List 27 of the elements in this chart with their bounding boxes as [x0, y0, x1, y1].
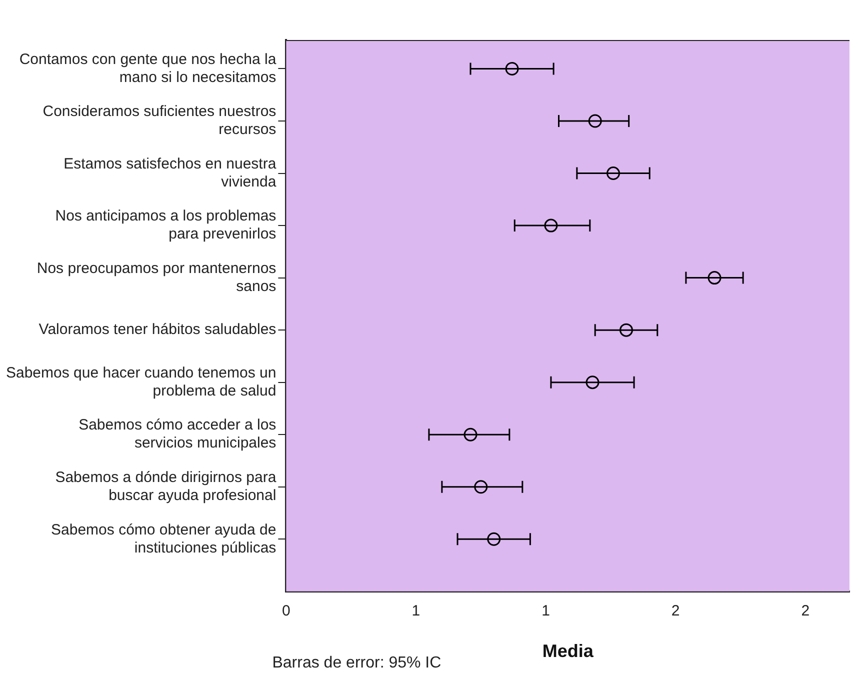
y-tick-label: Sabemos cómo acceder a los servicios municipales: [78, 416, 276, 452]
y-tick-label: Valoramos tener hábitos saludables: [38, 321, 276, 338]
point: [487, 532, 501, 546]
y-tick-label: Sabemos a dónde dirigirnos para buscar ayuda profesional: [55, 469, 277, 504]
y-tick-label: Contamos con gente que nos hecha la mano si lo necesitamos: [19, 50, 277, 86]
point: [505, 62, 519, 76]
y-tick-label: Consideramos suficientes nuestros recursos: [42, 103, 276, 138]
x-axis-title: Media: [542, 641, 594, 662]
point: [474, 480, 488, 494]
point: [588, 114, 602, 128]
x-tick-label: 2: [671, 602, 680, 620]
y-tick-label: Nos anticipamos a los problemas para prevenirlos: [55, 208, 276, 243]
point: [586, 376, 600, 390]
x-tick-label: 1: [412, 602, 420, 620]
point: [708, 271, 722, 285]
text: Barras de error: 95% IC: [272, 654, 442, 672]
y-tick-label: Estamos satisfechos en nuestra vivienda: [64, 155, 277, 190]
x-tick-label: 0: [282, 602, 290, 620]
y-tick-label: Sabemos cómo obtener ayuda de instituciones públicas: [51, 521, 276, 556]
y-tick-label: Nos preocupamos por mantenernos sanos: [36, 260, 276, 295]
point: [620, 323, 633, 337]
point: [606, 166, 620, 180]
point: [464, 428, 478, 442]
x-tick-label: 2: [801, 602, 810, 620]
x-tick-label: 1: [542, 602, 550, 620]
y-tick-label: Sabemos que hacer cuando tenemos un problema de salud: [6, 364, 276, 400]
point: [544, 218, 558, 232]
